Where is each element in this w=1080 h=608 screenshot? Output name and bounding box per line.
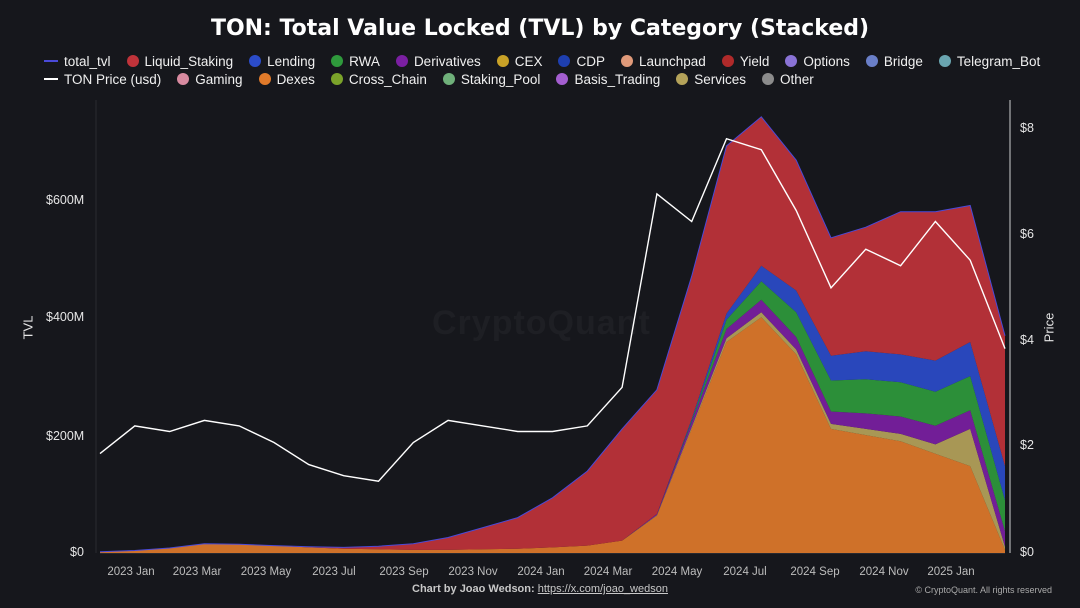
chart-title: TON: Total Value Locked (TVL) by Categor… [210, 16, 870, 41]
legend-swatch [865, 55, 878, 67]
legend-item[interactable]: total_tvl [44, 54, 111, 69]
y2-tick-label: $8 [1020, 121, 1034, 135]
legend-swatch [395, 55, 408, 67]
legend-swatch [676, 73, 689, 85]
x-tick-label: 2023 Sep [379, 566, 429, 578]
chart-credit: Chart by Joao Wedson: https://x.com/joao… [0, 583, 1080, 595]
x-tick-label: 2025 Jan [927, 566, 975, 578]
legend-swatch [249, 55, 262, 67]
x-tick-label: 2024 Jan [517, 566, 565, 578]
x-tick-label: 2024 Nov [859, 566, 909, 578]
legend-label: Dexes [276, 71, 315, 87]
legend-row-2: TON Price (usd) Gaming Dexes Cross_Chain Sta… [44, 70, 1054, 88]
legend-label: Options [803, 53, 850, 69]
legend-item[interactable]: Gaming [177, 71, 243, 87]
y-tick-label: $600M [46, 193, 85, 207]
legend-item[interactable]: Liquid_Staking [126, 53, 234, 69]
legend-label: Derivatives [413, 53, 481, 69]
credit-text: Chart by Joao Wedson: [412, 583, 535, 595]
legend-swatch [621, 55, 633, 67]
legend-label: Lending [267, 53, 316, 69]
legend-item[interactable]: Dexes [258, 71, 315, 87]
legend: total_tvl Liquid_Staking Lending RWA Derivat… [44, 52, 1054, 88]
x-tick-label: 2023 Nov [448, 566, 498, 578]
legend-swatch [496, 55, 509, 67]
legend-swatch [44, 78, 58, 80]
legend-item[interactable]: Staking_Pool [442, 71, 541, 87]
legend-item[interactable]: Lending [249, 54, 315, 69]
legend-item[interactable]: Derivatives [395, 53, 481, 69]
x-tick-label: 2023 Jan [107, 566, 155, 578]
legend-swatch [177, 73, 190, 85]
legend-item[interactable]: TON Price (usd) [44, 72, 161, 87]
legend-swatch [331, 55, 344, 67]
total-tvl-line [99, 116, 1006, 553]
x-tick-label: 2023 May [240, 566, 292, 578]
legend-label: Gaming [195, 71, 243, 87]
legend-swatch [126, 55, 139, 67]
y2-tick-label: $6 [1020, 227, 1034, 241]
x-tick-label: 2024 May [651, 566, 703, 578]
x-tick-label: 2024 Mar [583, 566, 633, 578]
copyright: © CryptoQuant. All rights reserved [915, 585, 1052, 595]
y2-axis-label: Price [1041, 312, 1057, 343]
legend-label: RWA [349, 53, 380, 69]
x-tick-label: 2024 Sep [790, 566, 840, 578]
legend-item[interactable]: Telegram_Bot [938, 53, 1041, 69]
y2-tick-label: $2 [1020, 438, 1034, 452]
legend-swatch [938, 55, 951, 67]
legend-label: Services [694, 71, 746, 87]
legend-swatch [258, 73, 271, 85]
legend-label: Liquid_Staking [144, 53, 234, 69]
area-liquid-staking [100, 116, 1005, 552]
legend-label: CDP [576, 53, 605, 69]
area-dexes [100, 317, 1005, 553]
legend-label: CEX [514, 53, 543, 69]
legend-label: Other [780, 71, 814, 87]
credit-link[interactable]: https://x.com/joao_wedson [537, 583, 668, 595]
legend-label: Basis_Trading [574, 71, 661, 87]
y-tick-label: $200M [46, 429, 85, 443]
legend-swatch [762, 73, 774, 85]
legend-swatch [330, 73, 343, 85]
legend-label: Bridge [883, 53, 923, 69]
legend-swatch [785, 55, 798, 67]
legend-item[interactable]: Other [762, 72, 814, 87]
legend-label: Cross_Chain [348, 71, 427, 87]
y2-tick-label: $0 [1020, 545, 1034, 559]
y-tick-label: $0 [70, 545, 84, 559]
legend-label: Telegram_Bot [956, 53, 1041, 69]
legend-item[interactable]: Launchpad [621, 54, 706, 69]
legend-swatch [44, 60, 58, 62]
x-tick-label: 2023 Jul [312, 566, 356, 578]
legend-label: TON Price (usd) [64, 71, 162, 87]
y2-tick-label: $4 [1020, 333, 1034, 347]
legend-label: Launchpad [639, 53, 706, 69]
legend-swatch [721, 55, 734, 67]
price-line [99, 137, 1006, 482]
legend-swatch [442, 73, 455, 85]
legend-label: Yield [739, 53, 770, 69]
legend-label: Staking_Pool [460, 71, 541, 87]
x-tick-label: 2023 Mar [172, 566, 222, 578]
legend-item[interactable]: Yield [721, 53, 770, 69]
y-axis-label: TVL [20, 315, 36, 340]
y-tick-label: $400M [46, 310, 85, 324]
legend-row-1: total_tvl Liquid_Staking Lending RWA Derivat… [44, 52, 1054, 70]
legend-label: total_tvl [64, 53, 111, 69]
legend-item[interactable]: RWA [331, 54, 380, 69]
legend-item[interactable]: Cross_Chain [330, 71, 427, 87]
x-tick-label: 2024 Jul [723, 566, 767, 578]
legend-item[interactable]: Basis_Trading [556, 72, 660, 87]
legend-item[interactable]: Services [676, 72, 746, 87]
legend-swatch [558, 55, 571, 67]
legend-item[interactable]: Bridge [865, 53, 923, 69]
legend-item[interactable]: CEX [496, 53, 543, 69]
legend-item[interactable]: CDP [558, 54, 605, 69]
legend-swatch [556, 73, 569, 85]
legend-item[interactable]: Options [785, 54, 850, 69]
